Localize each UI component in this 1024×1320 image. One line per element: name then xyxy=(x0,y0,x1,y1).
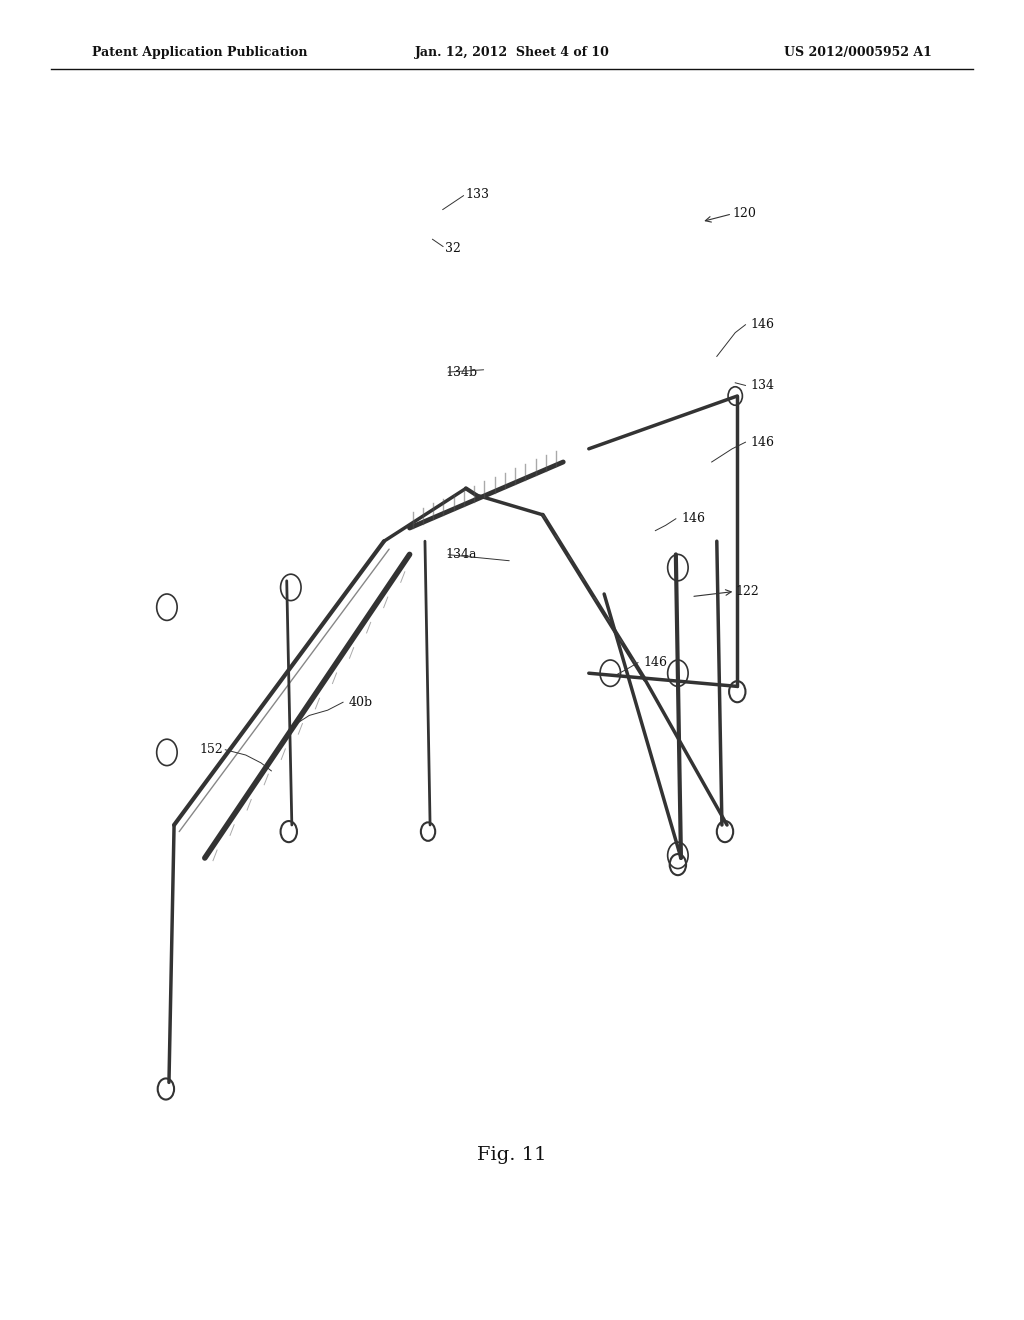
Text: 152: 152 xyxy=(200,743,223,756)
Text: 122: 122 xyxy=(735,585,759,598)
Text: Jan. 12, 2012  Sheet 4 of 10: Jan. 12, 2012 Sheet 4 of 10 xyxy=(415,46,609,59)
Text: 134: 134 xyxy=(751,379,774,392)
Text: 32: 32 xyxy=(445,242,462,255)
Text: 40b: 40b xyxy=(348,696,373,709)
Text: US 2012/0005952 A1: US 2012/0005952 A1 xyxy=(784,46,932,59)
Text: 146: 146 xyxy=(751,436,774,449)
Text: 120: 120 xyxy=(732,207,756,220)
Text: 146: 146 xyxy=(751,318,774,331)
Text: Fig. 11: Fig. 11 xyxy=(477,1146,547,1164)
Text: Patent Application Publication: Patent Application Publication xyxy=(92,46,307,59)
Text: 133: 133 xyxy=(466,187,489,201)
Text: 146: 146 xyxy=(643,656,667,669)
Text: 146: 146 xyxy=(681,512,705,525)
Text: 134b: 134b xyxy=(445,366,477,379)
Text: 134a: 134a xyxy=(445,548,477,561)
